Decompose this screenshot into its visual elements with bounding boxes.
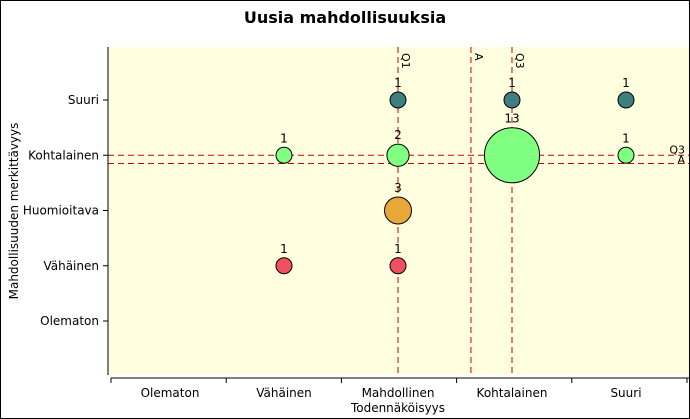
ref-label-horizontal-q3: Q3 [669,143,685,156]
x-axis-ticks: Olematon Vähäinen Mahdollinen Kohtalainen Su… [110,378,688,400]
bubble-count-label: 3 [394,181,402,195]
bubble-circle [275,146,293,164]
bubble-mahdollinen-vahainen: 1 [389,242,407,275]
bubble-circle [617,91,635,109]
ref-label-horizontal-a: A [677,154,685,167]
x-axis-title: Todennäköisyys [350,401,445,415]
chart-title: Uusia mahdollisuuksia [244,8,446,27]
bubble-kohtalainen-kohtalainen: 13 [483,112,541,184]
bubble-vahainen-vahainen: 1 [275,242,293,275]
x-tick-label-vahainen: Vähäinen [256,386,312,400]
bubble-suuri-suuri: 1 [617,76,635,109]
bubble-kohtalainen-suuri: 1 [503,76,521,109]
y-tick-label-vahainen: Vähäinen [43,259,99,273]
bubble-circle [617,146,635,164]
ref-label-vertical-a: A [472,53,485,61]
bubble-circle [384,196,412,225]
bubble-mahdollinen-kohtalainen: 2 [386,128,410,167]
bubble-circle [483,127,541,184]
bubble-circle [389,257,407,275]
x-tick-label-mahdollinen: Mahdollinen [362,386,435,400]
bubble-suuri-kohtalainen: 1 [617,131,635,164]
bubble-circle [389,91,407,109]
y-axis-ticks: Olematon Vähäinen Huomioitava Kohtalainen Su… [23,93,108,328]
bubble-circle [386,143,410,167]
ref-label-vertical-q1: Q1 [399,53,412,69]
bubble-vahainen-kohtalainen: 1 [275,131,293,164]
ref-label-vertical-q3: Q3 [513,53,526,69]
bubble-count-label: 1 [394,76,402,90]
bubble-circle [275,257,293,275]
bubble-count-label: 1 [280,242,288,256]
bubble-count-label: 2 [394,128,402,142]
y-tick-label-olematon: Olematon [40,314,99,328]
x-tick-label-suuri: Suuri [610,386,641,400]
bubble-count-label: 13 [504,112,519,126]
bubble-count-label: 1 [280,131,288,145]
bubble-mahdollinen-suuri: 1 [389,76,407,109]
bubble-circle [503,91,521,109]
y-tick-label-kohtalainen: Kohtalainen [28,148,99,162]
y-tick-label-huomioitava: Huomioitava [23,204,99,218]
y-axis-title: Mahdollisuuden merkittävyys [7,123,21,300]
bubble-count-label: 1 [622,76,630,90]
bubble-mahdollinen-huomioitava: 3 [384,181,412,225]
x-tick-label-olematon: Olematon [141,386,200,400]
bubble-count-label: 1 [622,131,630,145]
x-tick-label-kohtalainen: Kohtalainen [477,386,548,400]
y-tick-label-suuri: Suuri [68,93,99,107]
bubble-count-label: 1 [394,242,402,256]
bubble-count-label: 1 [508,76,516,90]
bubbles: 13 3 2 1 1 1 1 1 1 1 [275,76,635,275]
